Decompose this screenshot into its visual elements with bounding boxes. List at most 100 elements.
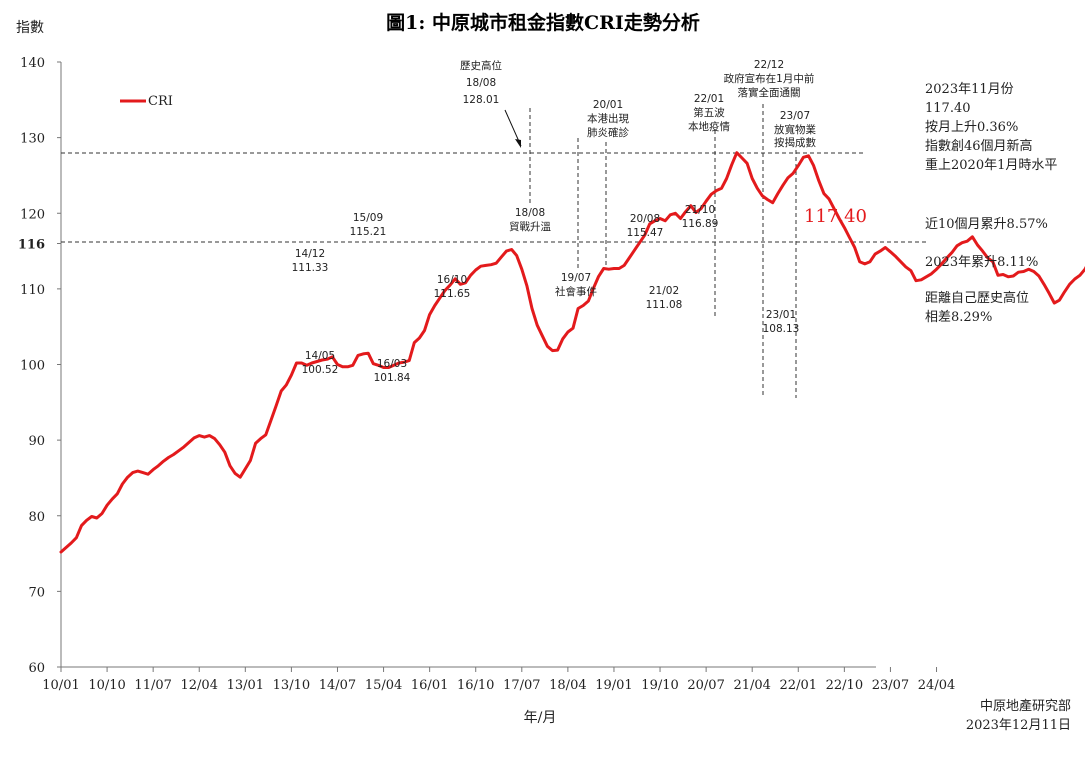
annotation-border-reopening: 22/12 政府宣布在1月中前 落實全面通關 — [724, 59, 815, 99]
svg-text:14/12: 14/12 — [295, 248, 325, 260]
x-tick-label: 20/07 — [687, 678, 724, 693]
annotation-14-12: 14/12 111.33 — [292, 248, 329, 274]
y-tick-label: 70 — [28, 585, 45, 600]
annotation-social-unrest: 19/07 社會事件 — [555, 272, 597, 298]
svg-text:20/01: 20/01 — [593, 99, 623, 111]
side-note-ytd: 2023年累升8.11% — [925, 255, 1038, 270]
y-tick-label: 140 — [20, 56, 45, 71]
series-line-cri — [59, 151, 1085, 554]
svg-text:101.84: 101.84 — [374, 372, 411, 384]
y-tick-label: 80 — [28, 510, 45, 525]
annotation-21-10: 21/10 116.89 — [682, 204, 719, 230]
side-note-ten-month: 近10個月累升8.57% — [925, 217, 1048, 232]
x-tick-label: 13/01 — [227, 678, 264, 693]
x-tick-label: 10/10 — [88, 678, 125, 693]
svg-text:放寬物業: 放寬物業 — [774, 123, 816, 136]
x-tick-label: 13/10 — [273, 678, 310, 693]
svg-text:20/08: 20/08 — [630, 213, 660, 225]
x-tick-label: 22/01 — [780, 678, 817, 693]
svg-text:15/09: 15/09 — [353, 212, 383, 224]
x-tick-label: 19/01 — [595, 678, 632, 693]
svg-text:16/10: 16/10 — [437, 274, 467, 286]
svg-text:22/01: 22/01 — [694, 93, 724, 105]
svg-text:116.89: 116.89 — [682, 218, 719, 230]
svg-text:115.47: 115.47 — [627, 227, 664, 239]
svg-text:22/12: 22/12 — [754, 59, 784, 71]
chart-title: 圖1: 中原城市租金指數CRI走勢分析 — [386, 11, 700, 34]
svg-text:落實全面通關: 落實全面通關 — [738, 86, 801, 99]
svg-text:23/07: 23/07 — [780, 110, 810, 122]
footer-date: 2023年12月11日 — [966, 718, 1071, 733]
x-axis-label: 年/月 — [524, 710, 557, 726]
svg-text:2023年11月份: 2023年11月份 — [925, 82, 1014, 97]
y-tick-label: 120 — [20, 207, 45, 222]
svg-text:距離自己歷史高位: 距離自己歷史高位 — [925, 290, 1029, 306]
svg-text:111.08: 111.08 — [646, 299, 683, 311]
annotation-16-10: 16/10 111.65 — [434, 274, 471, 300]
annotation-14-05: 14/05 100.52 — [302, 350, 339, 376]
annotation-covid-first-case: 20/01 本港出現 肺炎確診 — [587, 99, 629, 139]
x-tick-label: 15/04 — [365, 678, 402, 693]
svg-text:100.52: 100.52 — [302, 364, 339, 376]
svg-text:16/03: 16/03 — [377, 358, 407, 370]
x-tick-label: 11/07 — [134, 678, 171, 693]
svg-text:14/05: 14/05 — [305, 350, 335, 362]
svg-text:政府宣布在1月中前: 政府宣布在1月中前 — [724, 72, 815, 85]
x-tick-label: 21/04 — [733, 678, 770, 693]
x-tick-label: 23/07 — [872, 678, 909, 693]
x-tick-label: 17/07 — [503, 678, 540, 693]
svg-text:111.65: 111.65 — [434, 288, 471, 300]
annotation-16-03: 16/03 101.84 — [374, 358, 411, 384]
svg-text:128.01: 128.01 — [463, 94, 500, 106]
x-tick-label: 14/07 — [319, 678, 356, 693]
y-tick-label: 110 — [20, 283, 45, 298]
side-note-monthly: 2023年11月份 117.40 按月上升0.36% 指數創46個月新高 重上2… — [925, 82, 1057, 173]
y-tick-label: 100 — [20, 359, 45, 374]
side-note-gap: 距離自己歷史高位 相差8.29% — [925, 290, 1029, 325]
svg-text:111.33: 111.33 — [292, 262, 329, 274]
footer-source: 中原地產研究部 — [980, 698, 1071, 714]
x-tick-label: 12/04 — [181, 678, 218, 693]
svg-text:肺炎確診: 肺炎確診 — [587, 126, 629, 139]
svg-text:21/02: 21/02 — [649, 285, 679, 297]
annotation-23-01: 23/01 108.13 — [763, 309, 800, 335]
annotation-mortgage-relax: 23/07 放寬物業 按揭成數 — [774, 110, 816, 149]
svg-text:社會事件: 社會事件 — [555, 285, 597, 298]
svg-text:19/07: 19/07 — [561, 272, 591, 284]
x-tick-label: 10/01 — [42, 678, 79, 693]
svg-text:18/08: 18/08 — [466, 77, 496, 89]
svg-text:115.21: 115.21 — [350, 226, 387, 238]
y-tick-label: 60 — [28, 661, 45, 676]
svg-text:按月上升0.36%: 按月上升0.36% — [925, 120, 1018, 135]
x-tick-label: 16/01 — [411, 678, 448, 693]
latest-value-label: 117.40 — [804, 206, 867, 227]
svg-text:第五波: 第五波 — [693, 106, 725, 119]
svg-text:重上2020年1月時水平: 重上2020年1月時水平 — [925, 157, 1057, 173]
svg-text:相差8.29%: 相差8.29% — [925, 310, 992, 325]
svg-text:本地疫情: 本地疫情 — [688, 120, 730, 133]
x-tick-label: 16/10 — [457, 678, 494, 693]
svg-text:23/01: 23/01 — [766, 309, 796, 321]
annotation-15-09: 15/09 115.21 — [350, 212, 387, 238]
annotation-trade-war: 18/08 貿戰升溫 — [509, 207, 551, 233]
annotation-fifth-wave: 22/01 第五波 本地疫情 — [688, 93, 730, 133]
svg-text:18/08: 18/08 — [515, 207, 545, 219]
y-tick-label: 90 — [28, 434, 45, 449]
svg-text:21/10: 21/10 — [685, 204, 715, 216]
legend-label: CRI — [148, 94, 173, 109]
svg-text:108.13: 108.13 — [763, 323, 800, 335]
y-tick-label: 116 — [18, 238, 45, 253]
x-tick-label: 22/10 — [826, 678, 863, 693]
y-axis-label: 指數 — [16, 20, 44, 36]
annotation-historic-high: 歷史高位 18/08 128.01 — [460, 59, 502, 106]
annotation-arrowhead — [515, 139, 521, 148]
svg-text:指數創46個月新高: 指數創46個月新高 — [925, 138, 1033, 154]
annotation-20-08: 20/08 115.47 — [627, 213, 664, 239]
x-tick-label: 18/04 — [549, 678, 586, 693]
svg-text:117.40: 117.40 — [925, 101, 971, 116]
svg-text:歷史高位: 歷史高位 — [460, 59, 502, 72]
svg-text:本港出現: 本港出現 — [587, 112, 629, 125]
svg-text:按揭成數: 按揭成數 — [774, 136, 816, 149]
y-tick-label: 130 — [20, 132, 45, 147]
